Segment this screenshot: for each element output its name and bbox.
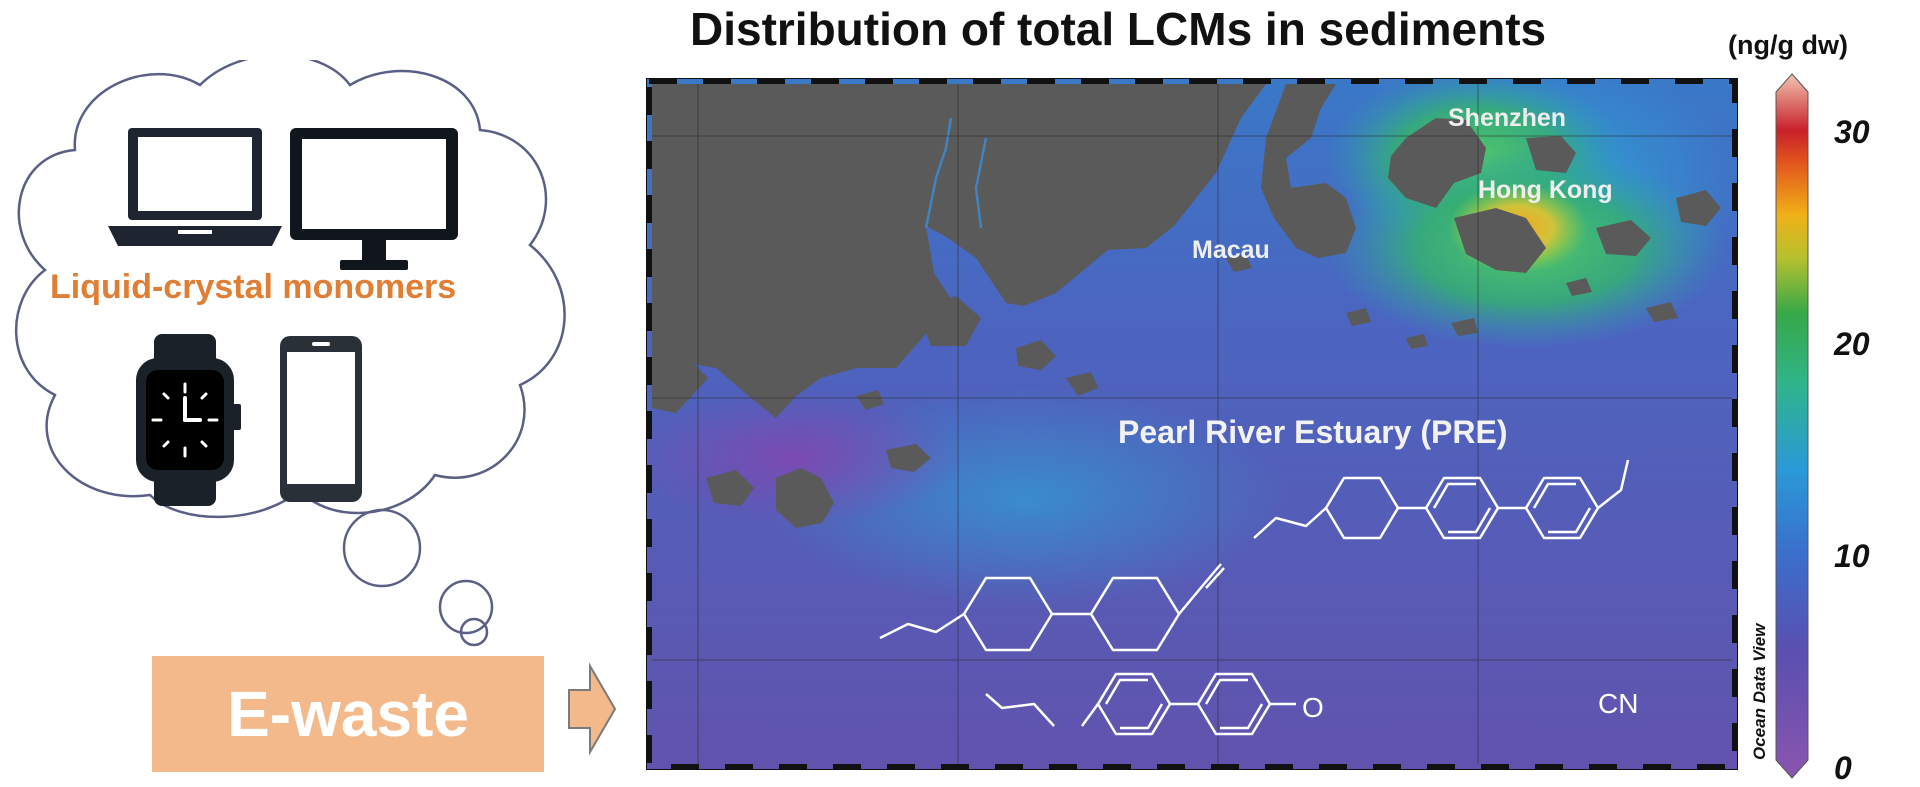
- laptop-icon: [108, 128, 282, 246]
- map-frame: [646, 78, 1738, 770]
- map-grid: [652, 84, 1732, 764]
- colorbar-tick-label: 0: [1834, 750, 1852, 786]
- thought-bubble-large: [342, 508, 422, 588]
- colorbar-tick-label: 30: [1834, 114, 1870, 151]
- colorbar-unit: (ng/g dw): [1728, 30, 1848, 60]
- colorbar-tick-label: 20: [1834, 326, 1870, 363]
- thought-bubble-small: [459, 617, 489, 647]
- arrow-icon: [568, 662, 617, 756]
- thought-bubble-medium: [438, 579, 494, 635]
- monitor-icon: [290, 128, 458, 270]
- colorbar-tick-label: 10: [1834, 538, 1870, 575]
- smartphone-icon: [280, 336, 362, 502]
- place-label-estuary: Pearl River Estuary (PRE): [1118, 414, 1508, 450]
- molecule-structures: [879, 459, 1630, 736]
- figure-title: Distribution of total LCMs in sediments: [690, 3, 1547, 55]
- place-label-hong-kong: Hong Kong: [1478, 176, 1613, 204]
- smartwatch-icon: [136, 334, 241, 506]
- land-area: [652, 84, 1721, 528]
- ewaste-label: E-waste: [227, 678, 469, 750]
- colorbar-credit: Ocean Data View: [1750, 623, 1769, 760]
- molecule-oxygen-label: O: [1302, 692, 1324, 723]
- place-label-shenzhen: Shenzhen: [1448, 104, 1567, 132]
- place-label-macau: Macau: [1192, 236, 1270, 264]
- colorbar: [1775, 73, 1809, 779]
- cloud-label: Liquid-crystal monomers: [50, 268, 457, 306]
- molecule-cyano-label: CN: [1598, 688, 1639, 719]
- ewaste-box: E-waste: [152, 656, 544, 772]
- map-panel: [646, 78, 1738, 770]
